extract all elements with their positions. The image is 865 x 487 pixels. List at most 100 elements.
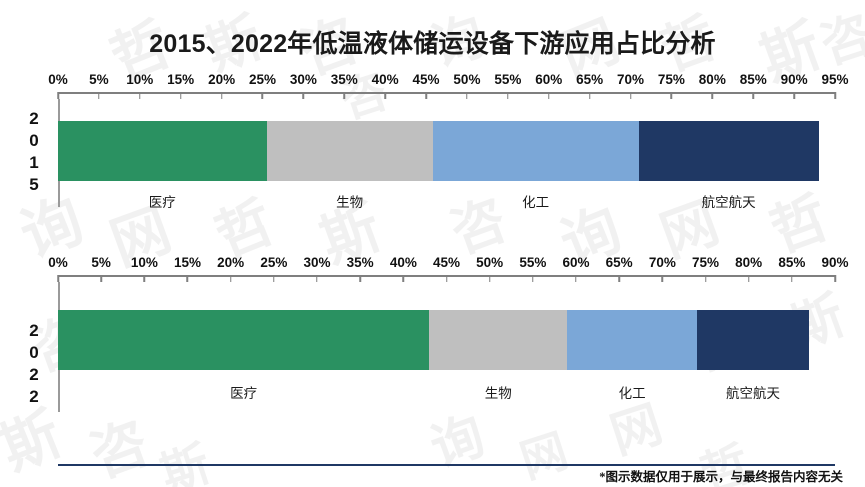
footer-divider [58, 464, 835, 466]
x-tick-label-60pct: 60% [535, 72, 563, 87]
category-label-chemical: 化工 [618, 386, 646, 401]
x-tick-mark-16 [711, 92, 714, 99]
x-tick-mark-16 [747, 275, 750, 282]
x-tick-label-0pct: 0% [48, 72, 68, 87]
x-tick-label-30pct: 30% [303, 255, 331, 270]
x-tick-mark-10 [488, 275, 491, 282]
bar-segment-aerospace [696, 310, 810, 370]
x-tick-label-95pct: 95% [821, 72, 849, 87]
x-tick-mark-14 [629, 92, 632, 99]
x-tick-mark-17 [752, 92, 754, 99]
year-2022-digit-2: 2 [29, 365, 39, 384]
x-tick-mark-7 [343, 92, 345, 99]
x-tick-label-15pct: 15% [173, 255, 201, 270]
x-tick-mark-5 [273, 275, 275, 282]
x-tick-mark-0 [57, 92, 59, 99]
category-label-chemical: 化工 [522, 195, 550, 210]
stacked-bar-2015 [58, 121, 819, 181]
x-tick-label-25pct: 25% [260, 255, 288, 270]
x-tick-label-15pct: 15% [167, 72, 195, 87]
x-tick-mark-4 [229, 275, 232, 282]
x-tick-mark-17 [791, 275, 793, 282]
page-title: 2015、2022年低温液体储运设备下游应用占比分析 [149, 30, 716, 58]
x-tick-mark-11 [507, 92, 509, 99]
x-tick-mark-7 [359, 275, 361, 282]
x-axis-2015 [57, 92, 836, 99]
x-tick-label-50pct: 50% [476, 255, 504, 270]
x-tick-mark-1 [98, 92, 100, 99]
bar-segment-aerospace [638, 121, 819, 181]
plot-area-2015: 医疗 生物 化工 航空航天 [58, 99, 835, 210]
x-tick-mark-18 [834, 275, 836, 282]
x-tick-mark-14 [661, 275, 664, 282]
x-tick-label-85pct: 85% [739, 72, 767, 87]
x-tick-label-0pct: 0% [48, 255, 68, 270]
x-tick-mark-2 [139, 92, 141, 99]
x-tick-label-75pct: 75% [657, 72, 685, 87]
x-tick-mark-0 [57, 275, 59, 282]
x-tick-mark-2 [143, 275, 146, 282]
bar-segment-chemical [567, 310, 697, 370]
x-tick-mark-19 [834, 92, 836, 99]
x-tick-label-20pct: 20% [208, 72, 236, 87]
x-tick-mark-13 [618, 275, 620, 282]
bar-segment-medical [58, 121, 267, 181]
year-2015-digit-3: 5 [29, 175, 39, 194]
chart-2022: 0% 5% 10% 15% 20% 25% 30% 35% 40% 45% 50% 55% 60% 65%… [0, 255, 865, 455]
x-tick-mark-11 [532, 275, 534, 282]
x-tick-mark-12 [575, 275, 577, 282]
x-tick-mark-13 [588, 92, 591, 99]
x-tick-label-70pct: 70% [617, 72, 645, 87]
x-tick-label-80pct: 80% [735, 255, 763, 270]
bar-segment-biology [429, 310, 568, 370]
x-axis-labels-2022: 0% 5% 10% 15% 20% 25% 30% 35% 40% 45% 50% 55% 60% 65%… [48, 255, 848, 275]
category-label-aerospace: 航空航天 [701, 195, 756, 210]
stacked-bar-2022 [58, 310, 810, 370]
x-tick-mark-1 [100, 275, 102, 282]
x-tick-mark-6 [316, 275, 318, 282]
x-tick-mark-3 [179, 92, 182, 99]
x-tick-label-10pct: 10% [130, 255, 158, 270]
x-tick-label-5pct: 5% [89, 72, 109, 87]
year-2022-digit-1: 0 [29, 343, 39, 362]
x-tick-label-40pct: 40% [389, 255, 417, 270]
x-tick-label-20pct: 20% [217, 255, 245, 270]
x-tick-mark-8 [402, 275, 405, 282]
x-axis-2022 [57, 275, 836, 282]
x-tick-label-10pct: 10% [126, 72, 154, 87]
category-label-medical: 医疗 [230, 386, 258, 401]
x-tick-label-50pct: 50% [453, 72, 481, 87]
bar-segment-chemical [432, 121, 639, 181]
x-tick-label-60pct: 60% [562, 255, 590, 270]
x-tick-label-55pct: 55% [494, 72, 522, 87]
year-2022-digit-3: 2 [29, 387, 39, 406]
plot-area-2022: 医疗 生物 化工 航空航天 [58, 282, 835, 412]
x-tick-label-65pct: 65% [576, 72, 604, 87]
year-2022-digit-0: 2 [29, 321, 39, 340]
x-tick-mark-3 [186, 275, 189, 282]
x-tick-label-80pct: 80% [698, 72, 726, 87]
x-tick-label-35pct: 35% [330, 72, 358, 87]
x-tick-label-45pct: 45% [432, 255, 461, 270]
x-tick-mark-8 [384, 92, 386, 99]
x-tick-mark-15 [704, 275, 707, 282]
category-label-aerospace: 航空航天 [725, 386, 780, 401]
x-tick-label-5pct: 5% [91, 255, 111, 270]
x-tick-mark-5 [261, 92, 264, 99]
x-tick-mark-10 [466, 92, 468, 99]
x-tick-mark-4 [220, 92, 223, 99]
footnote: *图示数据仅用于展示，与最终报告内容无关 [599, 470, 843, 484]
x-tick-mark-6 [302, 92, 305, 99]
x-tick-label-90pct: 90% [780, 72, 808, 87]
x-tick-label-45pct: 45% [412, 72, 440, 87]
axis-line [58, 92, 835, 94]
x-tick-label-65pct: 65% [605, 255, 633, 270]
x-tick-label-90pct: 90% [821, 255, 849, 270]
x-axis-labels-2015: 0% 5% 10% 15% 20% 25% 30% 35% 40% 45% 50% 55% 60% 65%… [48, 72, 848, 92]
x-tick-mark-12 [547, 92, 550, 99]
year-2015-digit-2: 1 [29, 153, 39, 172]
bar-segment-medical [58, 310, 430, 370]
